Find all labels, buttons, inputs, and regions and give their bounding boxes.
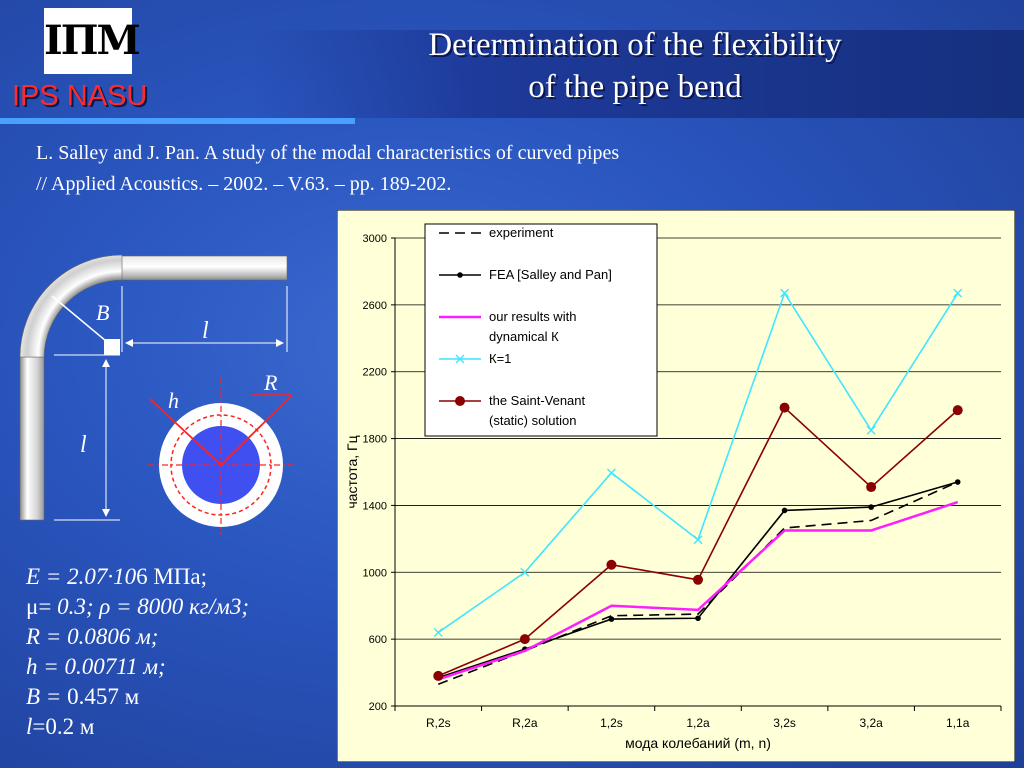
data-point — [693, 574, 703, 585]
param-h: h = 0.00711 м; — [26, 654, 166, 679]
legend-label: (static) solution — [489, 413, 576, 428]
reference-line-1: L. Salley and J. Pan. A study of the mod… — [36, 142, 620, 164]
data-point — [606, 468, 616, 478]
data-point — [519, 634, 530, 645]
label-b: B — [96, 300, 109, 325]
param-b: B = 0.457 м — [26, 684, 140, 709]
legend-label: experiment — [489, 225, 554, 240]
param-l: l=0.2 м — [26, 714, 95, 739]
reference-line-2: // Applied Acoustics. – 2002. – V.63. – … — [36, 173, 452, 195]
legend-label: dynamical К — [489, 329, 559, 344]
title-band — [250, 30, 1024, 118]
x-tick-label: 3,2a — [859, 716, 883, 730]
chart: 200 600 1000 1400 1800 2200 2600 3000 R,2s R,2a 1,… — [336, 209, 1016, 763]
data-point — [866, 482, 877, 493]
legend-marker — [455, 354, 465, 364]
title-line-1: Determination of the flexibility — [428, 27, 842, 63]
slide-title: Determination of the flexibility of the … — [330, 24, 940, 108]
y-axis-label: частота, Гц — [344, 435, 360, 508]
y-tick-label: 1000 — [363, 567, 387, 579]
data-point — [779, 402, 790, 413]
org-name: IPS NASU — [12, 80, 148, 112]
data-point — [606, 559, 617, 570]
data-point — [520, 567, 530, 577]
legend-label: the Saint-Venant — [489, 393, 586, 408]
label-l-top: l — [202, 318, 209, 344]
logo-text: ІПМ — [44, 17, 141, 64]
data-point — [693, 535, 703, 545]
pipe-bend-diagram: B l l h R — [19, 254, 294, 535]
y-tick-label: 2600 — [363, 300, 387, 312]
y-tick-label: 1400 — [363, 500, 387, 512]
data-point — [433, 627, 443, 637]
legend-marker — [455, 396, 465, 406]
data-point — [952, 405, 963, 416]
legend-marker — [457, 272, 463, 278]
legend-label: our results with — [489, 309, 576, 324]
y-tick-label: 600 — [369, 634, 387, 646]
data-point — [695, 615, 701, 622]
data-point — [953, 288, 963, 298]
data-point — [954, 479, 961, 485]
x-tick-label: 1,1a — [946, 716, 970, 730]
data-point — [781, 507, 788, 514]
data-point — [868, 504, 874, 510]
series-line — [437, 481, 959, 686]
x-tick-label: 3,2s — [773, 716, 796, 730]
title-line-2: of the pipe bend — [528, 69, 742, 105]
x-axis-label: мода колебаний (m, n) — [625, 735, 771, 751]
data-point — [608, 616, 615, 622]
param-r: R = 0.0806 м; — [26, 624, 159, 649]
label-r: R — [263, 370, 278, 395]
y-tick-label: 2200 — [363, 367, 387, 379]
reference: L. Salley and J. Pan. A study of the mod… — [36, 138, 619, 200]
legend-label: FEA [Salley and Pan] — [489, 267, 612, 282]
y-tick-label: 1800 — [363, 434, 387, 446]
x-tick-label: R,2a — [512, 716, 538, 730]
parameters: E = 2.07·106 МПа; μ= 0.3; ρ = 8000 кг/м3… — [26, 562, 249, 742]
x-tick-label: 1,2s — [600, 716, 623, 730]
y-tick-label: 3000 — [363, 233, 387, 245]
logo: ІПМ — [44, 8, 141, 74]
x-tick-label: 1,2a — [686, 716, 710, 730]
legend-label: К=1 — [489, 351, 511, 366]
divider — [0, 118, 355, 124]
y-tick-label: 200 — [369, 701, 387, 713]
x-tick-label: R,2s — [426, 716, 451, 730]
frequency-chart: 200 600 1000 1400 1800 2200 2600 3000 R,2s R,2a 1,… — [336, 209, 1016, 763]
data-point — [780, 288, 790, 298]
label-l-side: l — [80, 432, 87, 458]
data-point — [866, 425, 876, 435]
param-e: E = 2.07·106 МПа; — [26, 564, 207, 589]
label-h: h — [168, 388, 179, 413]
series-line — [437, 500, 959, 681]
data-point — [433, 670, 444, 681]
param-mu-rho: μ= 0.3; ρ = 8000 кг/м3; — [26, 594, 249, 619]
